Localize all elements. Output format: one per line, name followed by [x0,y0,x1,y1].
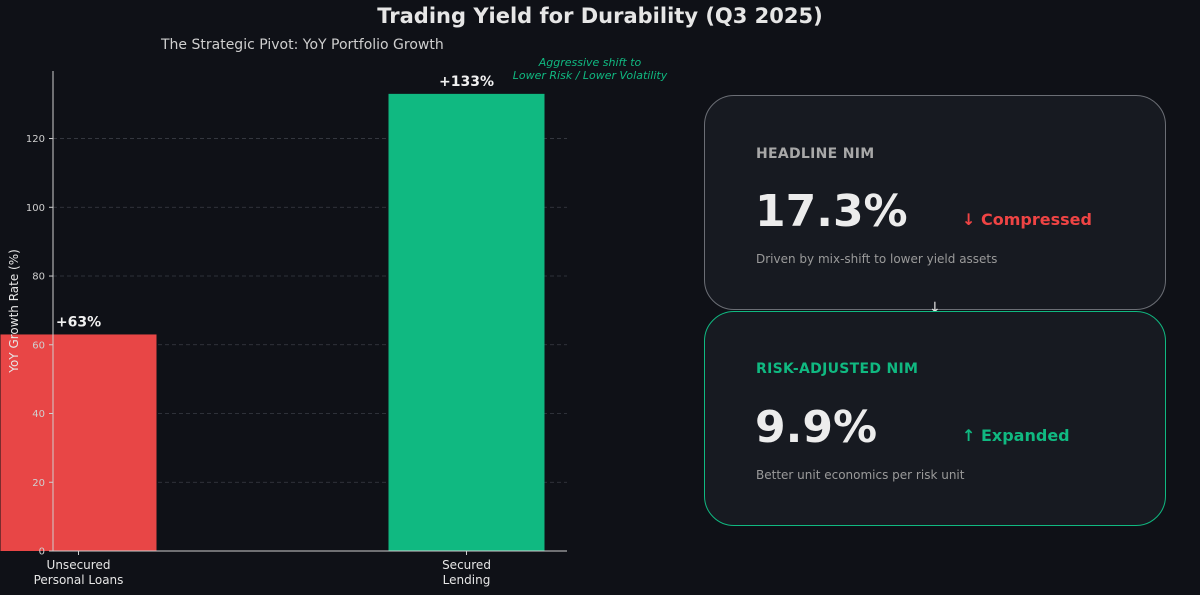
annotation-line: Aggressive shift to [538,56,642,69]
figure-title: Trading Yield for Durability (Q3 2025) [377,4,823,28]
bar-value-label: +63% [56,314,101,330]
headline-nim-delta: ↓ Compressed [962,210,1092,229]
y-tick-label: 120 [26,134,45,145]
bar [0,334,157,551]
y-tick-label: 40 [32,409,45,420]
y-tick-label: 20 [32,478,45,489]
headline-nim-description: Driven by mix-shift to lower yield asset… [756,252,998,266]
x-tick-label: Unsecured Personal Loans [34,558,124,587]
down-arrow-icon: ↓ [929,300,941,316]
risk-adjusted-nim-delta: ↑ Expanded [962,426,1070,445]
risk-adjusted-nim-card: RISK-ADJUSTED NIM 9.9% ↑ Expanded Better… [704,311,1166,526]
risk-adjusted-nim-value: 9.9% [755,402,878,453]
chart-subtitle: The Strategic Pivot: YoY Portfolio Growt… [161,37,444,53]
headline-nim-card: HEADLINE NIM 17.3% ↓ Compressed Driven b… [704,95,1166,310]
y-tick-label: 60 [32,340,45,351]
annotation-line: Lower Risk / Lower Volatility [512,69,668,82]
y-tick-label: 80 [32,272,45,283]
x-tick-label: Secured Lending [442,558,491,587]
axes [49,71,567,555]
risk-adjusted-nim-description: Better unit economics per risk unit [756,468,965,482]
chart-annotation: Aggressive shift to Lower Risk / Lower Vo… [505,56,675,82]
labels: 0 20 40 60 80 100 120 +63% Unsecured Personal Loa… [7,74,494,587]
risk-adjusted-nim-label: RISK-ADJUSTED NIM [756,361,919,377]
y-tick-label: 0 [39,547,45,558]
headline-nim-label: HEADLINE NIM [756,146,875,162]
headline-nim-value: 17.3% [755,186,908,237]
bar [388,93,545,551]
y-axis-label: YoY Growth Rate (%) [7,249,21,374]
y-tick-label: 100 [26,203,45,214]
bars [0,93,545,551]
bar-chart: 0 20 40 60 80 100 120 +63% Unsecured Personal Loa… [0,71,567,587]
bar-value-label: +133% [439,74,494,90]
